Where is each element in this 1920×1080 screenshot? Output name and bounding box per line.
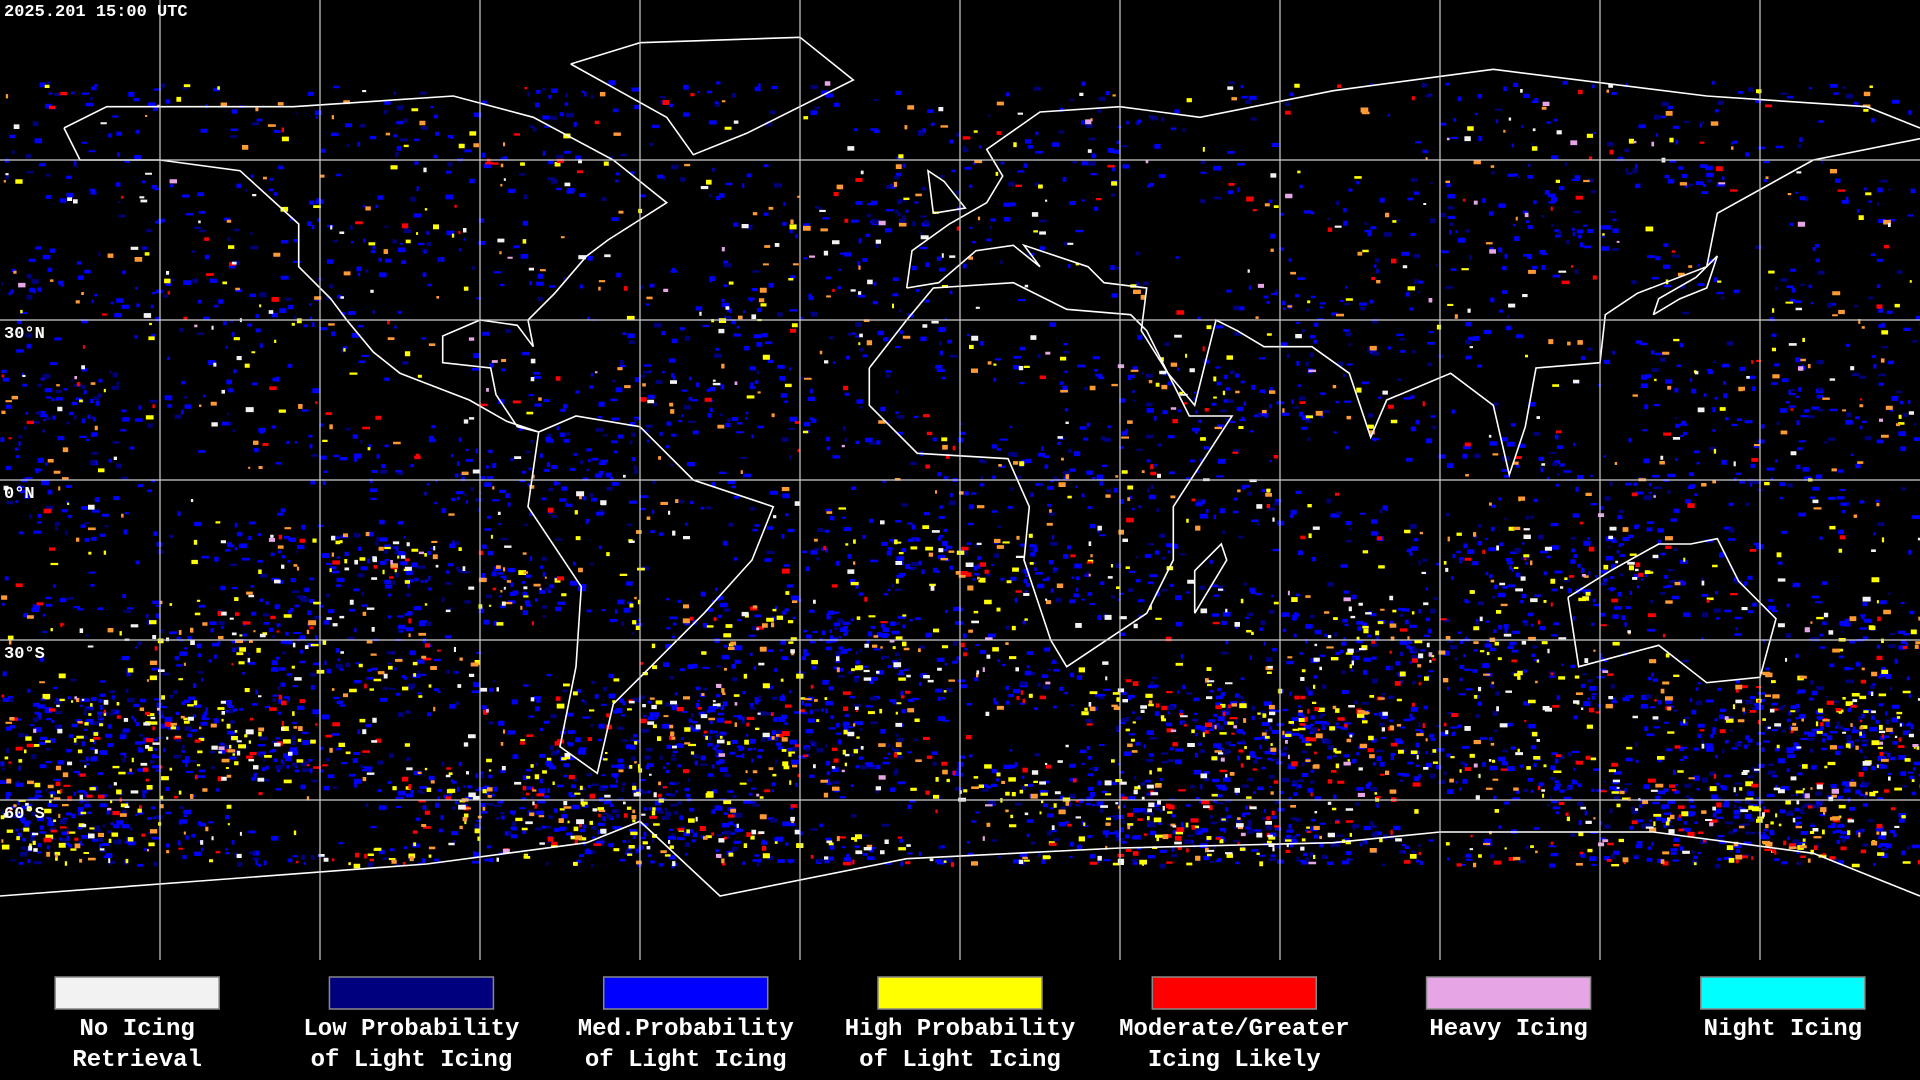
legend-swatch [1700, 976, 1866, 1010]
legend-swatch [877, 976, 1043, 1010]
legend-label: High Probability [845, 1016, 1075, 1043]
coastline [906, 137, 1920, 478]
coastline [0, 820, 1920, 897]
coastline [1567, 537, 1777, 684]
legend-swatch [1425, 976, 1592, 1010]
legend-label: Night Icing [1704, 1016, 1862, 1043]
legend: No Icing Retrieval Low Probability of Light… [54, 976, 1866, 1074]
legend-swatch [602, 976, 769, 1010]
legend-label: Moderate/Greater [1119, 1016, 1349, 1043]
coastline [905, 68, 1920, 289]
coastlines [0, 36, 1920, 897]
coastline [926, 169, 967, 215]
legend-label: Retrieval [72, 1047, 202, 1074]
timestamp: 2025.201 15:00 UTC [4, 3, 188, 22]
lat-label: 60°S [4, 805, 45, 824]
legend-label: Heavy Icing [1429, 1016, 1587, 1043]
coastline [868, 281, 1234, 668]
coastline [527, 415, 775, 775]
legend-label: of Light Icing [311, 1047, 513, 1074]
legend-label: Med.Probability [578, 1016, 794, 1043]
lat-label: 0°N [4, 485, 35, 504]
graticule [0, 0, 1920, 960]
legend-swatch [54, 976, 220, 1010]
coastline [1652, 255, 1719, 316]
lat-label: 30°N [4, 325, 45, 344]
legend-swatch [328, 976, 495, 1010]
coastline [63, 95, 669, 433]
legend-label: of Light Icing [585, 1047, 787, 1074]
legend-label: of Light Icing [859, 1047, 1061, 1074]
legend-label: Icing Likely [1148, 1047, 1321, 1074]
lat-label: 30°S [4, 645, 45, 664]
legend-label: No Icing [80, 1016, 195, 1043]
lat-labels: 30°N 0°N 30°S 60°S [4, 325, 45, 824]
legend-label: Low Probability [303, 1016, 519, 1043]
legend-swatch [1151, 976, 1318, 1010]
coastline [1193, 542, 1228, 614]
